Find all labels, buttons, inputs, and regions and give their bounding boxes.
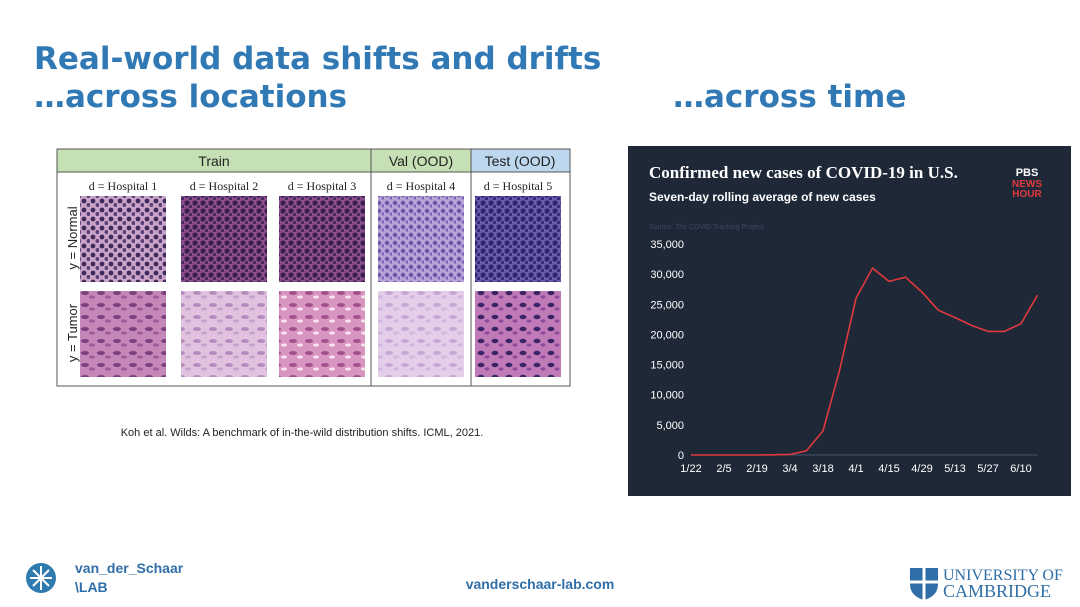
y-tick-label: 10,000 bbox=[650, 390, 684, 402]
citation: Koh et al. Wilds: A benchmark of in-the-… bbox=[121, 427, 484, 439]
y-tick-label: 30,000 bbox=[650, 269, 684, 281]
y-tick-label: 25,000 bbox=[650, 299, 684, 311]
logo-text: PBS bbox=[1016, 167, 1039, 179]
group-label: Test (OOD) bbox=[485, 153, 556, 169]
x-tick-label: 2/19 bbox=[746, 463, 767, 475]
lab-url[interactable]: vanderschaar-lab.com bbox=[466, 576, 615, 592]
subtitle-left: …across locations bbox=[34, 79, 347, 115]
y-tick-label: 0 bbox=[678, 450, 684, 462]
x-tick-label: 4/1 bbox=[848, 463, 863, 475]
x-tick-label: 5/13 bbox=[944, 463, 965, 475]
column-label: d = Hospital 3 bbox=[288, 179, 356, 193]
tissue-image bbox=[475, 291, 561, 377]
y-tick-label: 20,000 bbox=[650, 329, 684, 341]
university-name: UNIVERSITY OF bbox=[943, 567, 1063, 584]
figure: Train Val (OOD) Test (OOD) y = Normal y … bbox=[56, 148, 571, 387]
column-label: d = Hospital 5 bbox=[484, 179, 552, 193]
x-tick-label: 6/10 bbox=[1010, 463, 1031, 475]
tissue-image bbox=[279, 196, 365, 282]
logo-text: NEWS bbox=[1012, 179, 1042, 190]
university-name: CAMBRIDGE bbox=[943, 581, 1051, 601]
x-tick-label: 1/22 bbox=[680, 463, 701, 475]
tissue-image bbox=[378, 291, 464, 377]
x-tick-label: 4/15 bbox=[878, 463, 899, 475]
tissue-image bbox=[475, 196, 561, 282]
column-label: d = Hospital 2 bbox=[190, 179, 258, 193]
lab-name: van_der_Schaar bbox=[75, 560, 184, 576]
tissue-image bbox=[181, 291, 267, 377]
row-label: y = Normal bbox=[65, 206, 80, 269]
y-tick-label: 35,000 bbox=[650, 239, 684, 251]
chart-title: Confirmed new cases of COVID-19 in U.S. bbox=[649, 163, 958, 182]
tissue-image bbox=[80, 291, 166, 377]
university-crest bbox=[910, 568, 938, 600]
x-tick-label: 4/29 bbox=[911, 463, 932, 475]
row-label: y = Tumor bbox=[65, 303, 80, 362]
y-tick-label: 15,000 bbox=[650, 360, 684, 372]
column-label: d = Hospital 1 bbox=[89, 179, 157, 193]
group-label: Val (OOD) bbox=[389, 153, 453, 169]
chart-subtitle: Seven-day rolling average of new cases bbox=[649, 190, 876, 204]
x-tick-label: 3/4 bbox=[782, 463, 797, 475]
tissue-image bbox=[378, 196, 464, 282]
logo-text: HOUR bbox=[1012, 189, 1042, 200]
tissue-image bbox=[80, 196, 166, 282]
title: Real-world data shifts and drifts bbox=[34, 41, 601, 77]
lab-name: \LAB bbox=[75, 579, 108, 595]
group-label: Train bbox=[198, 153, 229, 169]
lab-logo bbox=[26, 563, 56, 593]
y-tick-label: 5,000 bbox=[656, 420, 684, 432]
x-tick-label: 5/27 bbox=[977, 463, 998, 475]
x-tick-label: 2/5 bbox=[716, 463, 731, 475]
tissue-image bbox=[279, 291, 365, 377]
chart-background bbox=[628, 146, 1071, 496]
data-line bbox=[691, 267, 1039, 456]
tissue-image bbox=[181, 196, 267, 282]
chart-source: Source: The COVID Tracking Project bbox=[649, 224, 763, 231]
subtitle-right: …across time bbox=[673, 79, 906, 115]
column-label: d = Hospital 4 bbox=[387, 179, 455, 193]
x-tick-label: 3/18 bbox=[812, 463, 833, 475]
